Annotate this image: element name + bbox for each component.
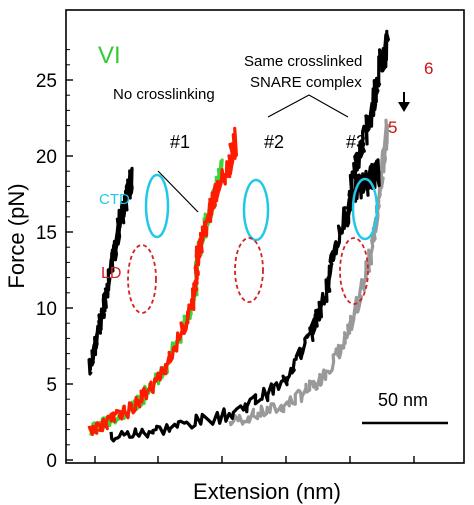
step-label-6: 6 bbox=[424, 59, 433, 78]
ctd-ellipse-1 bbox=[144, 173, 170, 239]
series-line-black-0 bbox=[87, 166, 134, 376]
x-axis-title: Extension (nm) bbox=[193, 479, 341, 504]
x-axis bbox=[94, 456, 415, 463]
series-line-red-2 bbox=[87, 126, 238, 436]
ld-ellipse-3 bbox=[339, 237, 369, 305]
ctd-ellipse-3 bbox=[351, 177, 379, 241]
arrow-icon bbox=[398, 92, 410, 112]
ld-ellipse-1 bbox=[127, 244, 157, 314]
ld-label: LD bbox=[101, 265, 121, 282]
ctd-label: CTD bbox=[99, 191, 130, 208]
y-tick-label: 10 bbox=[36, 299, 57, 320]
same-complex-pointer bbox=[267, 94, 349, 118]
series-line-black-3 bbox=[109, 158, 381, 443]
no-crosslinking-label: No crosslinking bbox=[113, 86, 215, 103]
same-complex-label-2: SNARE complex bbox=[250, 74, 362, 91]
y-tick-label: 15 bbox=[36, 223, 57, 244]
series-line-gray-5 bbox=[228, 118, 389, 427]
y-tick-label: 0 bbox=[46, 451, 57, 472]
series-line-black-4 bbox=[340, 29, 390, 231]
plot-frame bbox=[65, 9, 465, 464]
y-tick-label: 5 bbox=[46, 375, 57, 396]
same-complex-label-1: Same crosslinked bbox=[244, 53, 362, 70]
pull-label-2: #2 bbox=[264, 132, 284, 152]
ctd-ellipse-2 bbox=[242, 178, 270, 242]
y-tick-label: 25 bbox=[36, 71, 57, 92]
ctd-fit-line bbox=[157, 170, 199, 213]
pull-label-1: #1 bbox=[170, 132, 190, 152]
y-tick-label: 20 bbox=[36, 147, 57, 168]
ld-ellipse-2 bbox=[234, 237, 264, 303]
scale-bar-label: 50 nm bbox=[378, 390, 428, 410]
y-axis-title: Force (pN) bbox=[4, 183, 29, 288]
panel-label: VI bbox=[98, 42, 121, 69]
step-label-5: 5 bbox=[388, 118, 397, 137]
y-axis: 0 5 10 15 20 25 bbox=[36, 49, 73, 472]
pull-label-3: #3 bbox=[346, 132, 366, 152]
series-layer bbox=[87, 29, 390, 443]
